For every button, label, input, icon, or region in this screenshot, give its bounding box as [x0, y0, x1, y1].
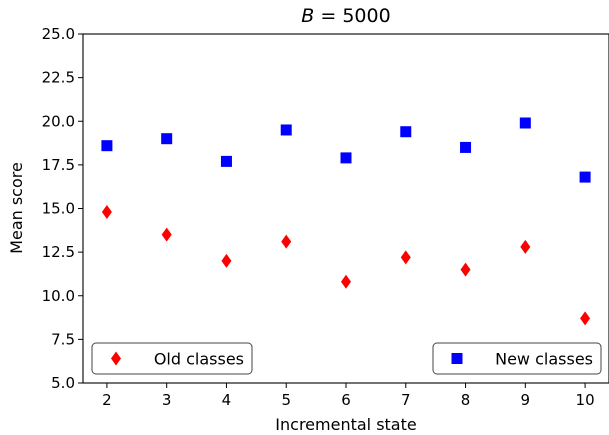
x-tick-label: 8 [461, 391, 471, 409]
new-classes-point [400, 126, 412, 138]
new-classes-point [220, 155, 232, 167]
y-tick-label: 25.0 [42, 25, 75, 43]
old-classes-point [580, 311, 591, 326]
chart-title: B = 5000 [301, 5, 390, 27]
series-1 [101, 204, 591, 326]
new-classes-point [579, 171, 591, 183]
old-classes-point [341, 274, 351, 289]
new-classes-point [460, 141, 472, 153]
y-tick-label: 7.5 [51, 330, 75, 348]
new-classes-point [340, 152, 352, 164]
old-classes-point [520, 239, 531, 254]
legend-1: Old classes [91, 342, 253, 375]
legend-box [91, 342, 253, 375]
x-axis-label: Incremental state [275, 415, 416, 434]
series-2 [101, 117, 591, 183]
x-tick-label: 9 [521, 391, 531, 409]
legend-marker [111, 351, 121, 366]
old-classes-point [221, 253, 232, 268]
y-tick-label: 10.0 [42, 287, 75, 305]
y-tick-label: 22.5 [42, 69, 75, 87]
new-classes-point [280, 124, 292, 136]
new-classes-point [101, 140, 113, 152]
x-tick-label: 2 [102, 391, 112, 409]
x-tick-label: 10 [576, 391, 595, 409]
old-classes-point [161, 227, 172, 242]
new-classes-point [161, 133, 173, 145]
legend-2: New classes [432, 342, 602, 375]
y-tick-label: 12.5 [42, 243, 75, 261]
x-tick-label: 7 [401, 391, 411, 409]
y-axis-label: Mean score [7, 162, 26, 254]
old-classes-point [101, 204, 112, 219]
x-tick-label: 4 [222, 391, 232, 409]
old-classes-point [281, 234, 292, 249]
x-tick-label: 5 [281, 391, 291, 409]
legend-label: New classes [495, 350, 593, 369]
y-tick-label: 20.0 [42, 112, 75, 130]
legend-marker [451, 353, 463, 364]
legend-box [432, 342, 602, 375]
x-tick-label: 3 [162, 391, 172, 409]
old-classes-point [400, 250, 411, 265]
y-tick-label: 17.5 [42, 156, 75, 174]
y-tick-label: 5.0 [51, 374, 75, 392]
x-tick-label: 6 [341, 391, 351, 409]
old-classes-point [460, 262, 471, 277]
y-tick-label: 15.0 [42, 200, 75, 218]
legend-label: Old classes [154, 350, 244, 369]
new-classes-point [519, 117, 531, 129]
plot-frame [82, 33, 609, 384]
